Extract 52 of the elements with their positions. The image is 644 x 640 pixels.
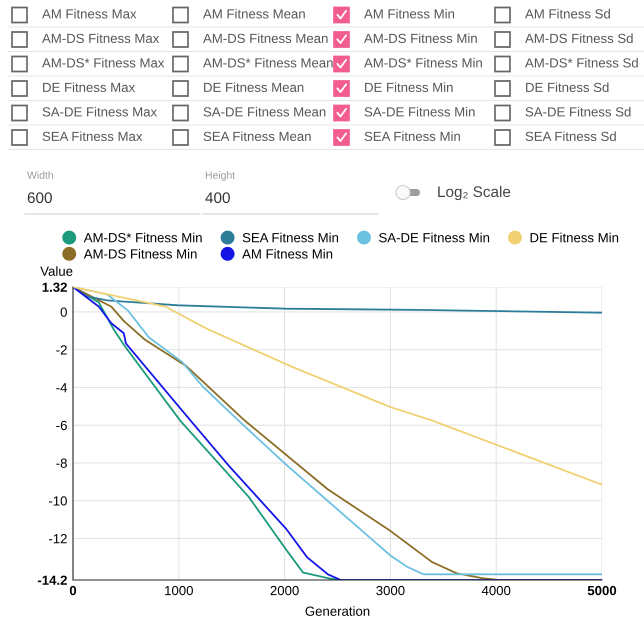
y-tick-label: 1.32 (42, 282, 67, 292)
legend-label: SEA Fitness Min (242, 232, 338, 242)
category-label: SEA Fitness Mean (204, 131, 311, 142)
category-label: SEA Fitness Min (364, 131, 460, 142)
y-tick-label: -10 (48, 496, 67, 506)
category-label: SA-DE Fitness Min (364, 106, 475, 117)
x-tick-label: 4000 (482, 586, 510, 596)
category-label: AM-DS Fitness Max (42, 33, 160, 44)
category-label: AM-DS Fitness Min (364, 33, 477, 44)
y-tick-label: -4 (56, 383, 68, 392)
legend-label: AM Fitness Min (242, 248, 332, 259)
category-label: SEA Fitness Sd (526, 131, 616, 142)
category-label: AM Fitness Sd (525, 8, 610, 19)
category-label: SA-DE Fitness Max (42, 106, 157, 117)
text: 400 (205, 192, 230, 204)
category-label: AM-DS Fitness Sd (525, 33, 633, 44)
x-tick-label: 5000 (588, 586, 616, 596)
category-label: DE Fitness Mean (204, 82, 304, 92)
x-tick-label: 2000 (270, 586, 299, 596)
category-label: AM-DS* Fitness Min (364, 58, 482, 68)
y-tick-label: -14.2 (38, 576, 67, 585)
text: Log₂ Scale (438, 186, 510, 200)
y-tick-label: -8 (56, 458, 67, 468)
y-axis-title: Value (40, 266, 72, 276)
category-label: AM Fitness Mean (203, 8, 305, 19)
category-label: AM-DS* Fitness Sd (525, 58, 638, 68)
category-label: AM-DS* Fitness Max (42, 58, 164, 68)
legend-label: AM-DS Fitness Min (84, 248, 197, 259)
y-tick-label: 0 (60, 307, 67, 317)
category-label: DE Fitness Max (43, 82, 135, 92)
x-tick-label: 3000 (376, 586, 405, 596)
text: 600 (28, 192, 52, 204)
y-tick-label: -2 (56, 345, 67, 354)
y-tick-label: -6 (56, 420, 67, 430)
x-axis-title: Generation (306, 606, 370, 616)
x-tick-label: 1000 (165, 586, 193, 596)
legend-label: AM-DS* Fitness Min (84, 232, 202, 242)
category-label: AM-DS Fitness Mean (203, 33, 328, 44)
category-label: AM Fitness Min (364, 8, 454, 19)
category-label: AM Fitness Max (42, 8, 136, 19)
category-label: SA-DE Fitness Mean (204, 106, 326, 117)
y-tick-label: -12 (48, 534, 67, 544)
text: Width (27, 171, 53, 179)
category-label: AM-DS* Fitness Mean (203, 58, 333, 68)
category-label: SEA Fitness Max (42, 131, 142, 142)
text: Height (206, 171, 236, 181)
category-label: SA-DE Fitness Sd (526, 106, 630, 117)
category-label: DE Fitness Sd (526, 82, 608, 92)
legend-label: DE Fitness Min (530, 232, 618, 242)
legend-label: SA-DE Fitness Min (379, 232, 490, 242)
x-tick-label: 0 (70, 586, 76, 596)
category-label: DE Fitness Min (365, 82, 453, 92)
